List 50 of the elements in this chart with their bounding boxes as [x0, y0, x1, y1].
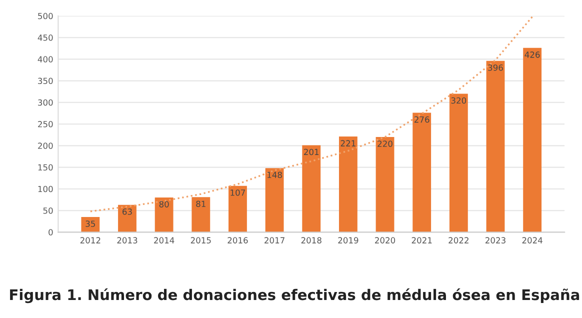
bar: [228, 186, 247, 232]
y-tick-label: 150: [38, 164, 53, 171]
data-label: 320: [451, 97, 466, 104]
x-tick-label: 2024: [522, 237, 542, 244]
x-tick-label: 2020: [375, 237, 396, 244]
data-label: 396: [488, 64, 503, 71]
data-label: 81: [196, 200, 206, 208]
y-tick-label: 450: [38, 34, 53, 41]
x-tick-label: 2016: [228, 237, 248, 244]
data-label: 63: [122, 208, 132, 215]
data-label: 35: [86, 220, 95, 227]
x-tick-label: 2018: [301, 237, 322, 244]
data-label: 426: [524, 52, 540, 58]
bar: [376, 136, 394, 232]
x-tick-label: 2015: [190, 237, 211, 244]
text: Figura 1. Número de donaciones efectivas de médula ósea en España: [10, 288, 580, 304]
data-label: 80: [159, 201, 169, 208]
y-tick-label: 50: [43, 207, 53, 214]
bar: [338, 136, 358, 232]
bar: [302, 145, 321, 232]
bar: [265, 168, 284, 232]
x-tick-label: 2019: [338, 237, 358, 244]
data-label: 148: [268, 172, 282, 178]
y-tick-label: 0: [48, 229, 53, 236]
bar: [412, 112, 432, 232]
y-tick-label: 250: [38, 121, 53, 128]
x-tick-label: 2023: [486, 237, 506, 244]
x-tick-label: 2014: [154, 237, 174, 244]
y-tick-label: 350: [38, 78, 53, 84]
y-tick-label: 300: [38, 99, 53, 106]
data-label: 201: [304, 148, 319, 156]
bar: [154, 198, 174, 232]
x-tick-label: 2013: [117, 237, 138, 244]
bar: [486, 60, 505, 232]
bar: [523, 48, 542, 232]
bar: [449, 94, 468, 232]
y-tick-label: 500: [38, 12, 53, 20]
x-tick-label: 2022: [448, 237, 468, 244]
y-tick-label: 100: [38, 186, 53, 192]
data-label: 221: [340, 140, 356, 146]
bar: [192, 197, 210, 232]
data-label: 276: [414, 116, 430, 123]
x-tick-label: 2017: [264, 237, 284, 244]
bar: [118, 204, 136, 232]
x-tick-label: 2012: [80, 237, 100, 244]
y-tick-label: 400: [38, 56, 53, 62]
data-label: 220: [378, 140, 392, 147]
x-tick-label: 2021: [412, 237, 432, 244]
data-label: 107: [230, 189, 245, 196]
y-tick-label: 200: [38, 142, 53, 149]
